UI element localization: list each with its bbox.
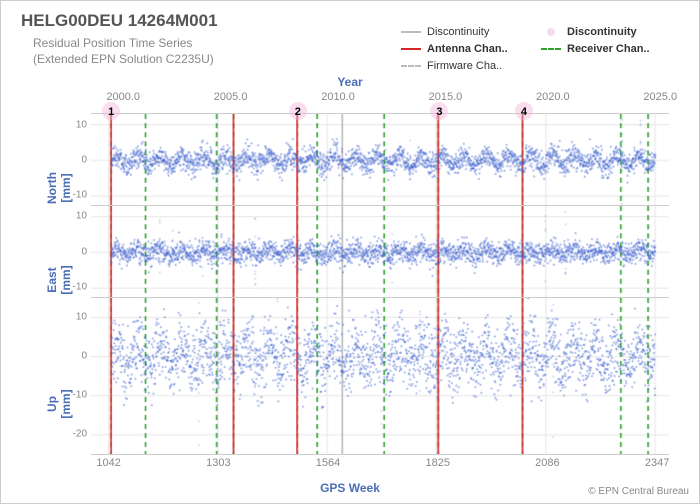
bottom-tick: 1564 (316, 457, 340, 469)
subtitle-line2: (Extended EPN Solution C2235U) (33, 52, 214, 66)
top-tick: 2010.0 (321, 91, 355, 103)
chart-container: HELG00DEU 14264M001 Residual Position Ti… (0, 0, 700, 504)
ytick: 0 (81, 351, 87, 362)
subtitle: Residual Position Time Series (Extended … (33, 35, 214, 67)
bottom-axis: 1042 1303 1564 1825 2086 2347 (91, 457, 669, 473)
top-axis: 2000.02005.02010.02015.02020.02025.0 (91, 91, 669, 107)
ytick: -10 (73, 190, 87, 201)
top-tick: 2025.0 (643, 91, 677, 103)
bottom-tick: 2086 (535, 457, 559, 469)
page-title: HELG00DEU 14264M001 (21, 11, 218, 31)
top-tick: 2020.0 (536, 91, 570, 103)
bottom-axis-title: GPS Week (320, 481, 380, 495)
bottom-tick: 1042 (96, 457, 120, 469)
panel-east: East[mm]-10010 (91, 205, 669, 298)
top-tick: 2005.0 (214, 91, 248, 103)
bottom-tick: 1825 (425, 457, 449, 469)
ytick: 0 (81, 154, 87, 165)
canvas-up (91, 298, 669, 454)
footer-credit: © EPN Central Bureau (588, 486, 689, 497)
subtitle-line1: Residual Position Time Series (33, 36, 192, 50)
top-tick: 2015.0 (429, 91, 463, 103)
plot-area: North[mm]-100101234East[mm]-10010Up[mm]-… (91, 113, 669, 451)
discontinuity-marker-label: 2 (295, 106, 301, 118)
ytick: -10 (73, 282, 87, 293)
canvas-east (91, 206, 669, 298)
bottom-tick: 2347 (645, 457, 669, 469)
ytick: 10 (76, 119, 87, 130)
discontinuity-marker-label: 3 (436, 106, 442, 118)
top-axis-title: Year (337, 75, 362, 89)
ytick: -10 (73, 390, 87, 401)
legend: DiscontinuityDiscontinuityAntenna Chan..… (399, 23, 679, 74)
discontinuity-marker-label: 4 (521, 106, 527, 118)
canvas-north (91, 114, 669, 206)
panel-north: North[mm]-100101234 (91, 113, 669, 206)
panel-up: Up[mm]-20-10010 (91, 297, 669, 455)
bottom-tick: 1303 (206, 457, 230, 469)
ytick: 10 (76, 312, 87, 323)
ytick: 0 (81, 246, 87, 257)
ytick: -20 (73, 429, 87, 440)
discontinuity-marker-label: 1 (108, 106, 114, 118)
ytick: 10 (76, 211, 87, 222)
